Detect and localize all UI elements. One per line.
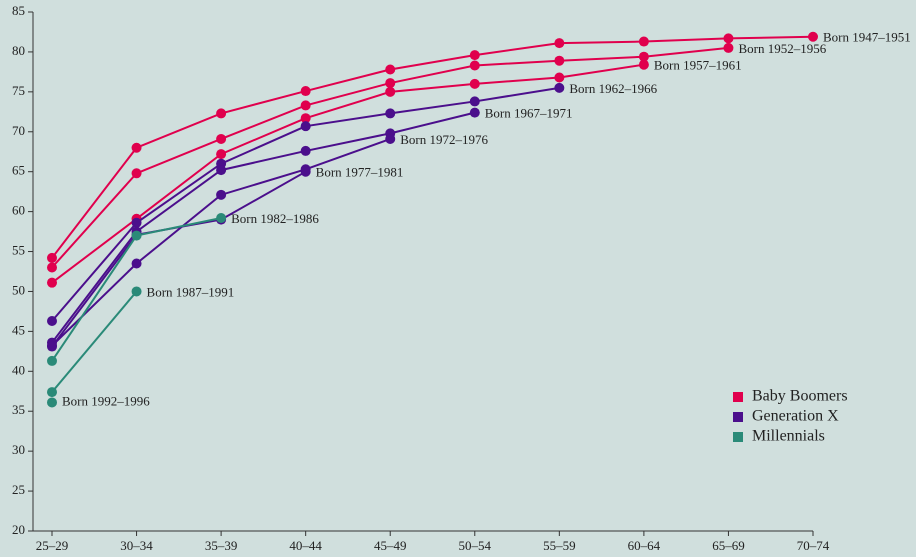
- point: [554, 82, 565, 93]
- point: [469, 96, 480, 107]
- y-tick-label: 60: [12, 203, 25, 218]
- point: [131, 286, 142, 297]
- point: [469, 107, 480, 118]
- y-tick-label: 20: [12, 522, 25, 537]
- point: [216, 133, 227, 144]
- point: [47, 252, 57, 263]
- point: [638, 51, 649, 62]
- legend-swatch: [733, 432, 743, 442]
- x-tick-label: 45–49: [374, 538, 407, 553]
- line-label: Born 1967–1971: [485, 106, 573, 121]
- y-tick-label: 40: [12, 362, 25, 377]
- y-tick-label: 35: [12, 402, 25, 417]
- point: [638, 36, 649, 47]
- y-tick-label: 85: [12, 3, 25, 18]
- x-tick-label: 65–69: [712, 538, 745, 553]
- line: [51, 111, 476, 344]
- y-tick-label: 50: [12, 282, 25, 297]
- point: [554, 38, 565, 49]
- line-label: Born 1947–1951: [823, 30, 911, 45]
- line-label: Born 1952–1956: [738, 41, 826, 56]
- line-label: Born 1987–1991: [147, 284, 235, 299]
- point: [300, 121, 311, 132]
- point: [47, 397, 57, 408]
- x-tick-label: 60–64: [628, 538, 661, 553]
- point: [216, 149, 227, 160]
- point: [385, 133, 396, 144]
- point: [808, 31, 818, 42]
- point: [469, 50, 480, 61]
- line: [51, 170, 307, 348]
- x-tick-label: 25–29: [36, 538, 69, 553]
- line-label: Born 1982–1986: [231, 211, 319, 226]
- y-tick-label: 55: [12, 243, 25, 258]
- legend-label: Generation X: [752, 408, 839, 425]
- y-tick-label: 80: [12, 43, 25, 58]
- point: [554, 72, 565, 83]
- x-tick-label: 50–54: [459, 538, 492, 553]
- point: [385, 64, 396, 75]
- point: [723, 42, 734, 53]
- point: [47, 316, 57, 327]
- line-label: Born 1962–1966: [569, 81, 657, 96]
- point: [723, 33, 734, 44]
- point: [554, 55, 565, 66]
- legend-swatch: [733, 412, 743, 422]
- line-label: Born 1977–1981: [316, 165, 404, 180]
- point: [47, 262, 57, 273]
- point: [469, 78, 480, 89]
- point: [131, 230, 142, 241]
- point: [385, 86, 396, 97]
- point: [300, 100, 311, 111]
- legend-label: Baby Boomers: [752, 388, 848, 405]
- point: [216, 213, 227, 224]
- point: [131, 142, 142, 153]
- point: [469, 60, 480, 71]
- line-label: Born 1972–1976: [400, 132, 488, 147]
- line-label: Born 1992–1996: [62, 393, 150, 408]
- y-tick-label: 70: [12, 123, 25, 138]
- point: [638, 59, 649, 70]
- y-tick-label: 25: [12, 482, 25, 497]
- x-tick-label: 55–59: [543, 538, 576, 553]
- point: [385, 78, 396, 89]
- x-tick-label: 35–39: [205, 538, 238, 553]
- point: [47, 277, 57, 288]
- y-tick-label: 45: [12, 322, 25, 337]
- point: [216, 165, 227, 176]
- point: [131, 258, 142, 269]
- x-tick-label: 70–74: [797, 538, 830, 553]
- y-tick-label: 30: [12, 442, 25, 457]
- line-label: Born 1957–1961: [654, 58, 742, 73]
- y-tick-label: 75: [12, 83, 25, 98]
- point: [131, 217, 142, 228]
- legend-label: Millennials: [752, 428, 825, 445]
- legend-swatch: [733, 392, 743, 402]
- point: [300, 86, 311, 97]
- point: [216, 189, 227, 200]
- x-tick-label: 40–44: [289, 538, 322, 553]
- point: [385, 108, 396, 119]
- line: [51, 35, 814, 259]
- point: [300, 166, 311, 177]
- x-tick-label: 30–34: [120, 538, 153, 553]
- point: [47, 355, 57, 366]
- line: [51, 290, 138, 393]
- point: [131, 168, 142, 179]
- point: [300, 113, 311, 124]
- y-tick-label: 65: [12, 163, 25, 178]
- point: [216, 108, 227, 119]
- point: [47, 387, 57, 398]
- point: [47, 341, 57, 352]
- line: [51, 63, 645, 284]
- point: [300, 145, 311, 156]
